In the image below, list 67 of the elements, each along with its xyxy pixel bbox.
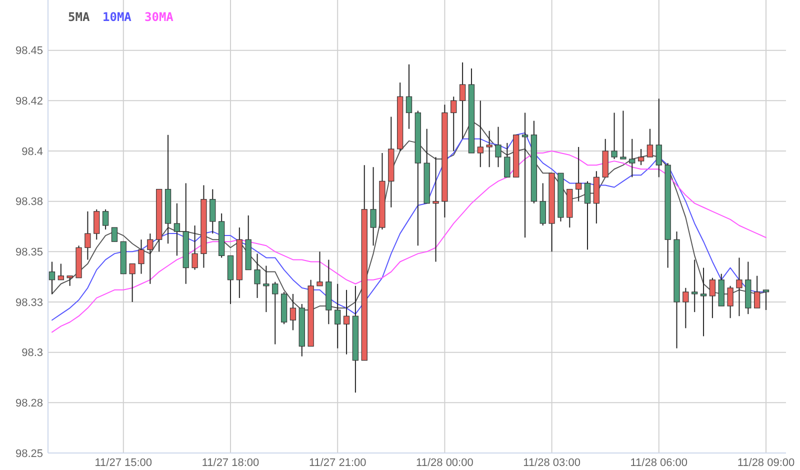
candlestick xyxy=(147,233,154,284)
candlestick xyxy=(629,138,636,178)
candlestick xyxy=(102,208,109,230)
candlestick xyxy=(611,112,618,160)
candlestick xyxy=(656,98,662,178)
candlestick xyxy=(576,146,582,202)
candlestick xyxy=(477,100,484,168)
candlestick xyxy=(111,227,118,242)
y-tick-label: 98.38 xyxy=(15,196,43,208)
candlestick xyxy=(343,289,350,355)
candlestick xyxy=(736,257,742,317)
candlestick xyxy=(620,110,626,160)
candlestick xyxy=(138,239,144,274)
candlestick xyxy=(495,126,502,168)
candlestick xyxy=(290,293,296,331)
candlestick xyxy=(727,285,734,319)
x-tick-label: 11/28 03:00 xyxy=(523,457,580,469)
x-tick-label: 11/28 00:00 xyxy=(416,457,474,469)
candlestick xyxy=(192,224,198,270)
candlestick xyxy=(709,277,716,319)
candlestick xyxy=(762,289,770,311)
candlestick xyxy=(450,96,457,152)
candlestick xyxy=(316,251,323,286)
y-tick-label: 98.42 xyxy=(15,96,43,108)
candlestick xyxy=(334,283,341,349)
candlestick xyxy=(254,253,260,298)
x-tick-label: 11/27 21:00 xyxy=(308,457,366,469)
candlestick xyxy=(700,267,707,337)
x-tick-label: 11/28 09:00 xyxy=(737,457,795,469)
candlestick xyxy=(94,208,100,240)
y-tick-label: 98.35 xyxy=(15,246,43,259)
candlestick xyxy=(692,259,698,313)
candlestick xyxy=(584,180,591,250)
candlestick xyxy=(210,188,216,234)
candlestick xyxy=(66,275,73,286)
candlestick xyxy=(638,148,644,166)
candlestick xyxy=(58,263,64,280)
text: 30MA xyxy=(144,10,174,24)
line-series xyxy=(52,150,766,333)
candlestick xyxy=(174,202,180,256)
candlestick xyxy=(48,261,56,294)
candlestick xyxy=(406,64,412,130)
text: 10MA xyxy=(102,10,132,24)
y-tick-label: 98.4 xyxy=(22,146,43,158)
candlestick xyxy=(646,128,654,158)
y-tick-label: 98.3 xyxy=(22,347,43,360)
candlestick xyxy=(370,166,376,246)
x-tick-label: 11/28 06:00 xyxy=(630,457,688,469)
candlestick xyxy=(272,281,278,345)
candlestick xyxy=(432,156,439,262)
y-tick-label: 98.28 xyxy=(15,398,43,410)
x-tick-label: 11/27 15:00 xyxy=(94,457,152,469)
y-tick-label: 98.45 xyxy=(15,45,43,58)
y-tick-label: 98.33 xyxy=(15,296,43,309)
text: 5MA xyxy=(68,10,90,24)
candlestick xyxy=(84,210,91,260)
candlestick xyxy=(129,263,136,302)
candlestick xyxy=(486,130,492,168)
candlestick xyxy=(540,182,546,226)
candlestick xyxy=(754,275,760,309)
candlestick xyxy=(504,142,510,178)
candlestick xyxy=(459,62,466,140)
candlestick xyxy=(682,287,689,329)
y-tick-label: 98.25 xyxy=(15,448,43,460)
x-tick-label: 11/27 18:00 xyxy=(202,457,260,469)
candlestick xyxy=(263,265,270,313)
candlestick xyxy=(522,112,528,238)
